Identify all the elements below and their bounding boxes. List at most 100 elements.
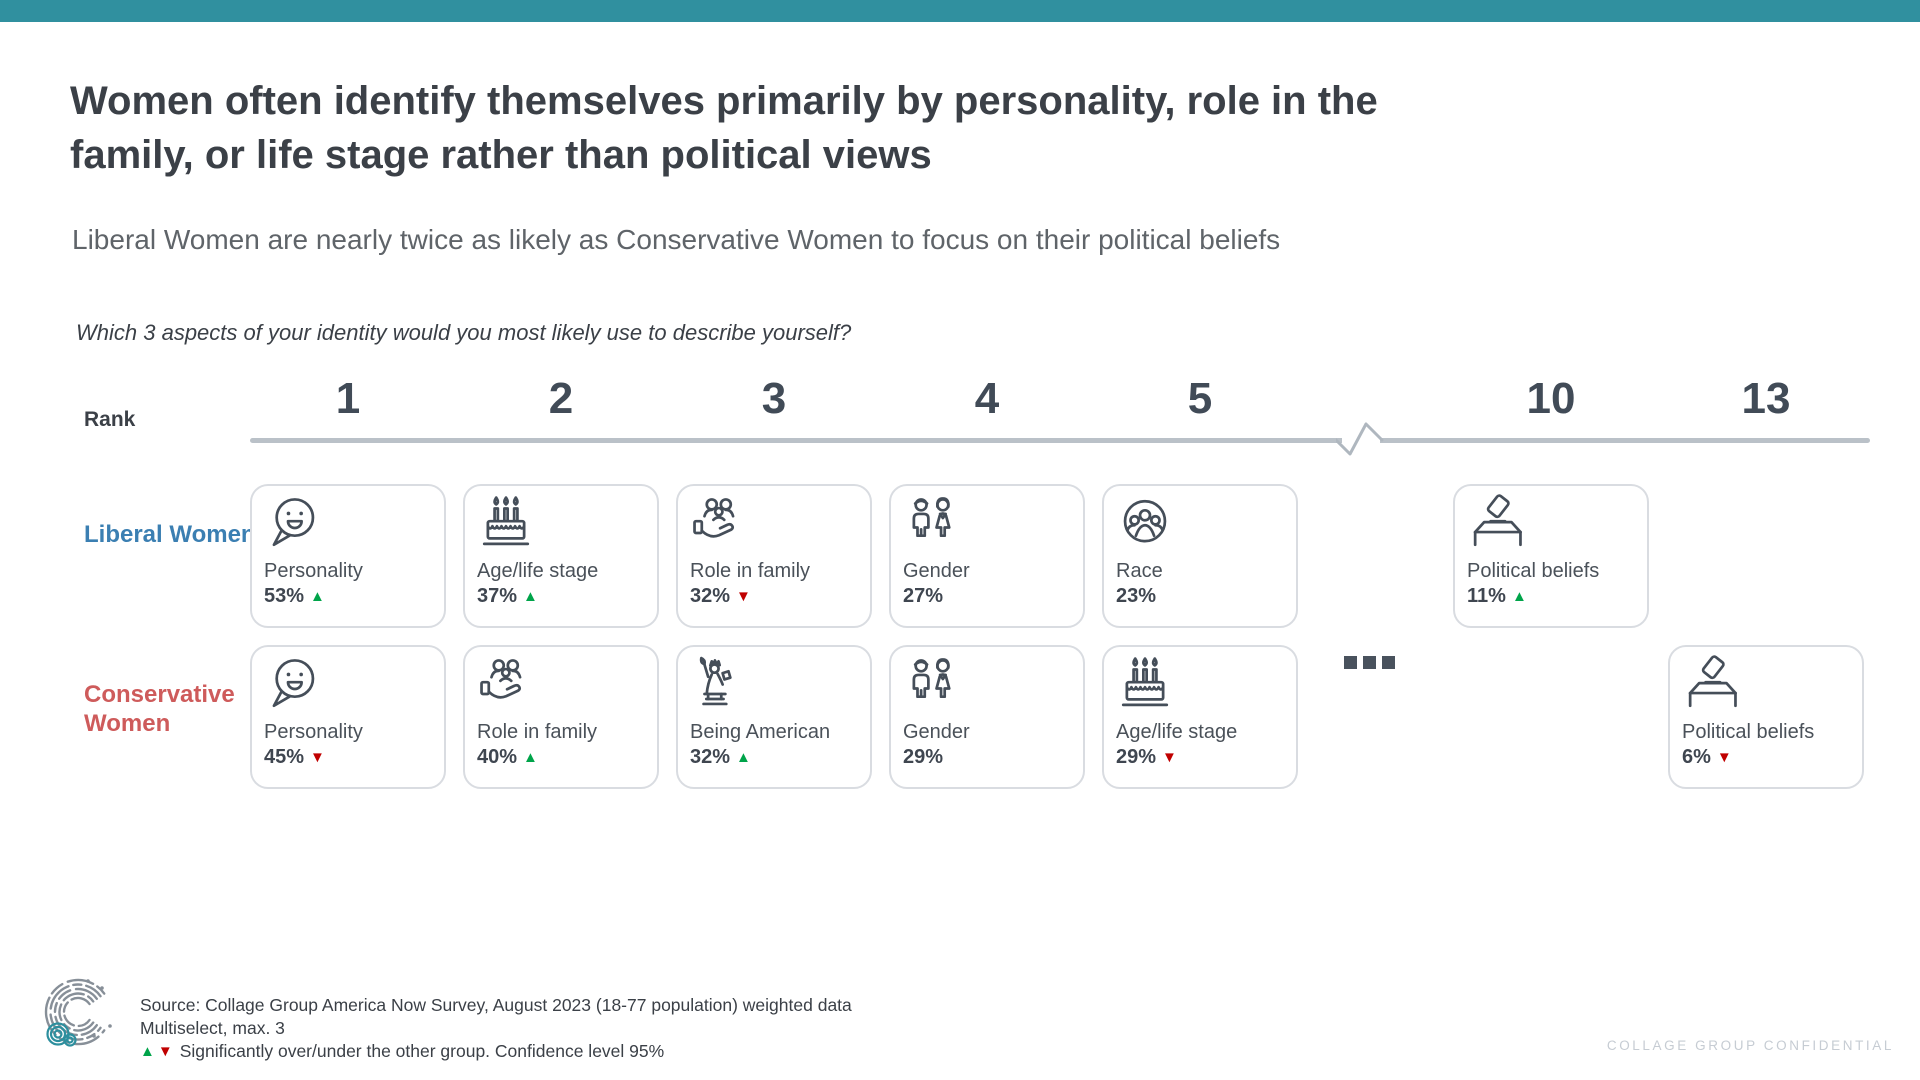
significance-up-triangle-icon: ▲	[523, 588, 538, 605]
aspect-card-age-life-stage: Age/life stage 29% ▼	[1102, 645, 1298, 789]
axis-break-icon	[1336, 422, 1384, 456]
aspect-card-role-in-family: Role in family 32% ▼	[676, 484, 872, 628]
people-in-circle-icon	[1116, 494, 1284, 556]
aspect-card-being-american: Being American 32% ▲	[676, 645, 872, 789]
aspect-value-row: 6% ▼	[1682, 746, 1850, 769]
page-title: Women often identify themselves primaril…	[70, 74, 1378, 182]
aspect-percentage: 27%	[903, 585, 944, 607]
significance-up-triangle-icon: ▲	[310, 588, 325, 605]
aspect-percentage: 32%	[690, 746, 731, 768]
legend-text: Significantly over/under the other group…	[179, 1041, 665, 1061]
rank-number-4: 4	[974, 374, 1000, 423]
man-woman-icon	[903, 494, 1071, 556]
page-subtitle: Liberal Women are nearly twice as likely…	[72, 224, 1281, 255]
significance-up-triangle-icon: ▲	[736, 749, 751, 766]
aspect-card-political-beliefs: Political beliefs 11% ▲	[1453, 484, 1649, 628]
ballot-box-icon	[1467, 494, 1635, 556]
source-line-1: Source: Collage Group America Now Survey…	[140, 995, 852, 1015]
rank-number-10: 10	[1526, 374, 1576, 423]
rank-axis-line	[250, 438, 1870, 443]
survey-question: Which 3 aspects of your identity would y…	[76, 320, 852, 345]
aspect-label: Age/life stage	[477, 560, 599, 582]
aspect-label: Race	[1116, 560, 1163, 582]
aspect-label: Personality	[264, 560, 363, 582]
source-note: Source: Collage Group America Now Survey…	[140, 994, 852, 1063]
speech-bubble-smiley-icon	[264, 655, 432, 717]
more-ranks-dots	[1344, 656, 1395, 669]
aspect-percentage: 32%	[690, 585, 731, 607]
hand-holding-family-icon	[477, 655, 645, 717]
rank-number-3: 3	[761, 374, 787, 423]
top-accent-bar	[0, 0, 1920, 22]
aspect-label: Being American	[690, 721, 831, 743]
aspect-percentage: 40%	[477, 746, 518, 768]
legend-down-triangle-icon: ▼	[157, 1043, 173, 1060]
aspect-label: Age/life stage	[1116, 721, 1238, 743]
significance-down-triangle-icon: ▼	[736, 588, 751, 605]
significance-up-triangle-icon: ▲	[1511, 588, 1527, 605]
ballot-box-icon	[1682, 655, 1850, 717]
aspect-label: Political beliefs	[1467, 560, 1600, 582]
birthday-cake-icon	[477, 494, 645, 556]
aspect-card-personality: Personality 53% ▲	[250, 484, 446, 628]
aspect-card-age-life-stage: Age/life stage 37% ▲	[463, 484, 659, 628]
man-woman-icon	[903, 655, 1071, 717]
aspect-value-row: 37% ▲	[477, 585, 645, 608]
aspect-card-personality: Personality 45% ▼	[250, 645, 446, 789]
aspect-value-row: 40% ▲	[477, 746, 645, 769]
row-label-conservative-women: Conservative Women	[84, 681, 235, 737]
aspect-card-gender: Gender 29%	[889, 645, 1085, 789]
rank-number-5: 5	[1187, 374, 1213, 423]
speech-bubble-smiley-icon	[264, 494, 432, 556]
aspect-value-row: 11% ▲	[1467, 585, 1635, 608]
aspect-label: Political beliefs	[1682, 721, 1815, 743]
significance-down-triangle-icon: ▼	[1162, 749, 1177, 766]
aspect-value-row: 32% ▼	[690, 585, 858, 608]
aspect-label: Gender	[903, 560, 970, 582]
rank-number-2: 2	[548, 374, 574, 423]
rank-axis-label: Rank	[84, 408, 136, 431]
source-line-2: Multiselect, max. 3	[140, 1018, 285, 1038]
significance-down-triangle-icon: ▼	[1716, 749, 1732, 766]
confidential-watermark: COLLAGE GROUP CONFIDENTIAL	[1606, 1038, 1894, 1053]
aspect-percentage: 6%	[1682, 746, 1711, 768]
aspect-card-role-in-family: Role in family 40% ▲	[463, 645, 659, 789]
page-title-line-1: Women often identify themselves primaril…	[70, 79, 1378, 123]
legend-up-triangle-icon: ▲	[140, 1043, 155, 1060]
statue-of-liberty-icon	[690, 655, 858, 717]
aspect-card-political-beliefs: Political beliefs 6% ▼	[1668, 645, 1864, 789]
ellipsis-dot	[1363, 656, 1376, 669]
rank-number-1: 1	[335, 374, 361, 423]
aspect-label: Role in family	[477, 721, 598, 743]
collage-group-logo-icon	[44, 978, 112, 1047]
aspect-value-row: 53% ▲	[264, 585, 432, 608]
significance-legend: ▲ ▼ Significantly over/under the other g…	[140, 1040, 852, 1063]
page-title-line-2: family, or life stage rather than politi…	[70, 133, 932, 177]
aspect-label: Role in family	[690, 560, 811, 582]
aspect-percentage: 11%	[1467, 585, 1506, 607]
aspect-label: Personality	[264, 721, 363, 743]
hand-holding-family-icon	[690, 494, 858, 556]
aspect-percentage: 29%	[903, 746, 944, 768]
aspect-percentage: 45%	[264, 746, 305, 768]
row-label-liberal-women: Liberal Women	[84, 521, 256, 548]
birthday-cake-icon	[1116, 655, 1284, 717]
aspect-percentage: 37%	[477, 585, 518, 607]
ellipsis-dot	[1344, 656, 1357, 669]
aspect-percentage: 53%	[264, 585, 305, 607]
aspect-percentage: 23%	[1116, 585, 1157, 607]
aspect-percentage: 29%	[1116, 746, 1157, 768]
significance-up-triangle-icon: ▲	[523, 749, 538, 766]
aspect-value-row: 45% ▼	[264, 746, 432, 769]
aspect-value-row: 29% ▼	[1116, 746, 1284, 769]
significance-down-triangle-icon: ▼	[310, 749, 325, 766]
ellipsis-dot	[1382, 656, 1395, 669]
aspect-label: Gender	[903, 721, 970, 743]
aspect-card-race: Race 23%	[1102, 484, 1298, 628]
aspect-value-row: 23%	[1116, 585, 1284, 608]
aspect-value-row: 29%	[903, 746, 1071, 769]
aspect-value-row: 27%	[903, 585, 1071, 608]
aspect-value-row: 32% ▲	[690, 746, 858, 769]
aspect-card-gender: Gender 27%	[889, 484, 1085, 628]
